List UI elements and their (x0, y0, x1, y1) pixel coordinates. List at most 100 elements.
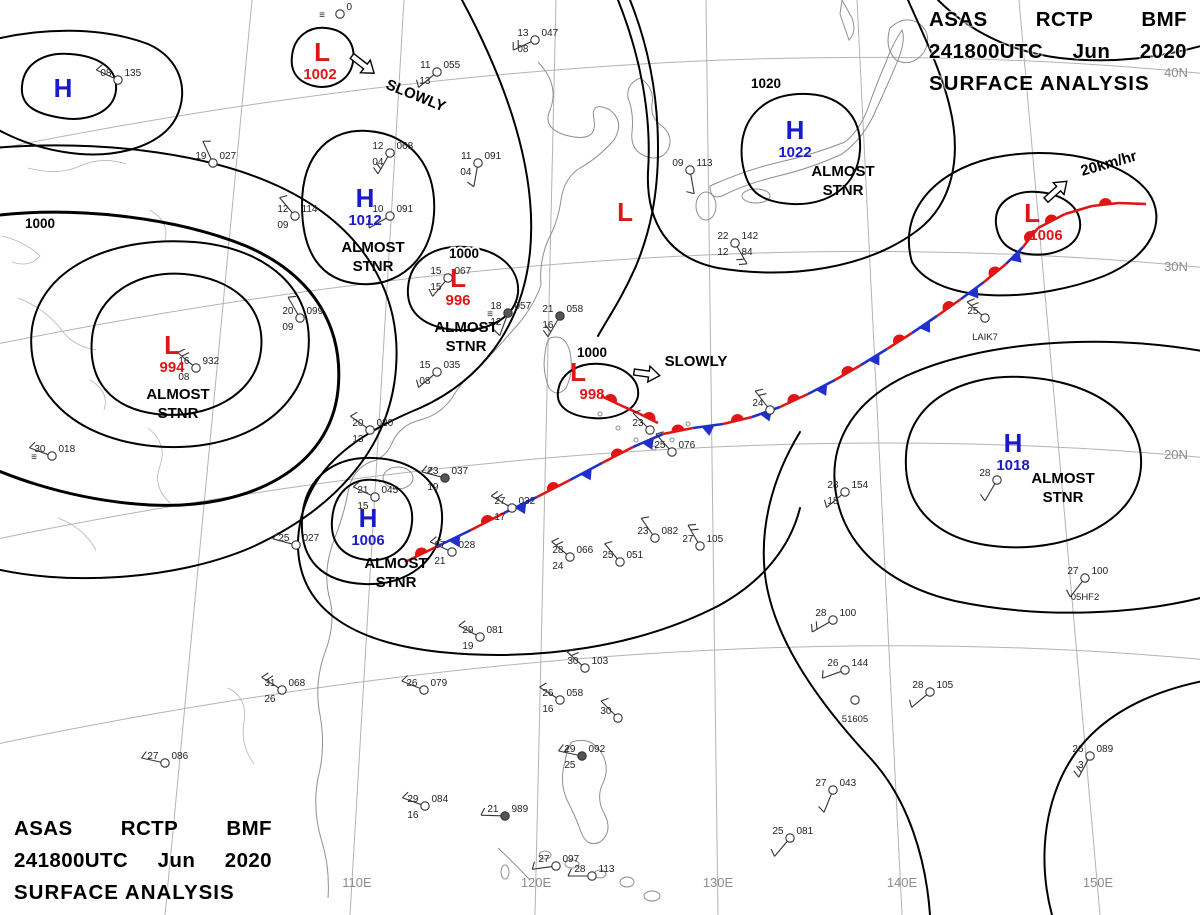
wind-barb (823, 793, 832, 813)
station-pressure: 079 (431, 678, 448, 689)
station-pressure: 105 (707, 534, 724, 545)
station-circle (1085, 751, 1095, 761)
warm-front-symbol (604, 394, 617, 404)
station-dewpoint: 09 (282, 322, 294, 333)
longitude-label: 120E (521, 875, 552, 890)
isobar-path (740, 92, 862, 206)
station-dewpoint: 12 (717, 247, 729, 258)
wind-barb (604, 543, 618, 560)
station-circle (385, 148, 395, 158)
station-plot: 10 091 (367, 204, 414, 229)
station-plot: 20 099 09 (282, 295, 324, 333)
pressure-center-motion: STNR (376, 574, 417, 591)
wind-barb-tick (458, 620, 466, 627)
wind-barb-tick (415, 379, 420, 388)
pressure-center-letter: L (450, 263, 466, 293)
station-circle (785, 833, 795, 843)
station-plot: 08 135 (95, 64, 142, 85)
station-pressure: 058 (567, 304, 584, 315)
wind-barb (499, 316, 508, 336)
wind-barb-tick (558, 744, 564, 752)
wind-barb-tick (287, 295, 297, 298)
station-pressure: 051 (627, 550, 644, 561)
wind-barb-tick (604, 540, 613, 545)
station-temperature: 29 (564, 744, 576, 755)
wind-barb (401, 680, 421, 689)
station-plot: 1503508 (415, 360, 461, 388)
station-dewpoint: 26 (264, 694, 276, 705)
station-dewpoint: 25 (564, 760, 576, 771)
wind-barb (822, 670, 842, 679)
coastline-path (615, 425, 621, 431)
wind-barb-tick (428, 288, 434, 297)
wind-barb (551, 541, 568, 555)
station-plot: 26 089 3 (1072, 744, 1114, 778)
station-temperature: 25 (654, 440, 666, 451)
coastline-path (839, 0, 855, 41)
pressure-center-motion: STNR (823, 182, 864, 199)
wind-barb-tick (979, 493, 986, 502)
station-pressure: 028 (459, 540, 476, 551)
warm-front-symbol (787, 394, 800, 404)
station-temperature: 18 (490, 301, 502, 312)
station-temperature: 28 (827, 480, 839, 491)
station-temperature: 28 (912, 680, 924, 691)
station-pressure: 0 (347, 2, 353, 13)
station-temperature: 26 (827, 658, 839, 669)
station-dewpoint: 04 (372, 157, 384, 168)
wind-barb-tick (539, 682, 547, 688)
wind-barb (402, 797, 422, 806)
station-pressure: 068 (397, 141, 414, 152)
wind-barb (754, 390, 768, 408)
wind-barb-tick (266, 675, 274, 681)
wind-barb-tick (971, 301, 979, 307)
motion-arrow-shape (1043, 180, 1068, 204)
wind-barb-tick (686, 191, 695, 195)
station-pressure: 100 (1092, 566, 1109, 577)
station-circle (685, 165, 695, 175)
station-pressure: 113 (697, 158, 713, 169)
station-temperature: 20 (352, 418, 364, 429)
title-word: BMF (1141, 8, 1187, 31)
isobar-path (1043, 680, 1200, 915)
warm-front-symbol (547, 482, 560, 492)
station-temperature: 27 (434, 540, 446, 551)
wind-barb-tick (641, 516, 650, 519)
wind-barb (279, 197, 293, 214)
station-dewpoint: 16 (407, 810, 419, 821)
station-temperature: 28 (979, 468, 991, 479)
wind-barb (473, 167, 478, 187)
station-temperature: 27 (538, 854, 550, 865)
wind-barb-tick (531, 861, 536, 870)
station-plot: 28 066 24 (551, 537, 594, 572)
wind-barb (430, 541, 449, 551)
station-plot: 18 057 12≡ (487, 301, 532, 336)
station-pressure: 082 (662, 526, 679, 537)
title-line-2: 241800UTC Jun 2020 (929, 36, 1187, 68)
station-pressure: 142 (742, 231, 759, 242)
station-plot: 27 097 (531, 854, 580, 871)
station-plot: 20 020 13 (350, 411, 394, 445)
title-block-bottom: ASAS RCTP BMF 241800UTC Jun 2020 SURFACE… (14, 813, 272, 909)
warm-front-symbol (1099, 198, 1112, 206)
motion-arrow (632, 364, 661, 384)
station-dewpoint: 17 (494, 512, 506, 523)
front-layer (404, 198, 1147, 564)
station-circle (645, 425, 655, 435)
station-dewpoint: 24 (552, 561, 564, 572)
motion-annotation: SLOWLY (383, 76, 448, 115)
station-circle (500, 811, 510, 821)
station-plot: 16 932 08 (177, 348, 220, 383)
station-pressure: 066 (577, 545, 594, 556)
isobar-path (0, 144, 398, 580)
title-block-top: ASAS RCTP BMF 241800UTC Jun 2020 SURFACE… (929, 4, 1187, 100)
coastline-path (497, 847, 531, 881)
station-pressure: 081 (797, 826, 814, 837)
wind-barb-tick (736, 258, 745, 261)
station-circle (828, 785, 838, 795)
wind-barb-tick (141, 751, 147, 759)
station-temperature: 15 (430, 266, 442, 277)
longitude-label: 150E (1083, 875, 1114, 890)
